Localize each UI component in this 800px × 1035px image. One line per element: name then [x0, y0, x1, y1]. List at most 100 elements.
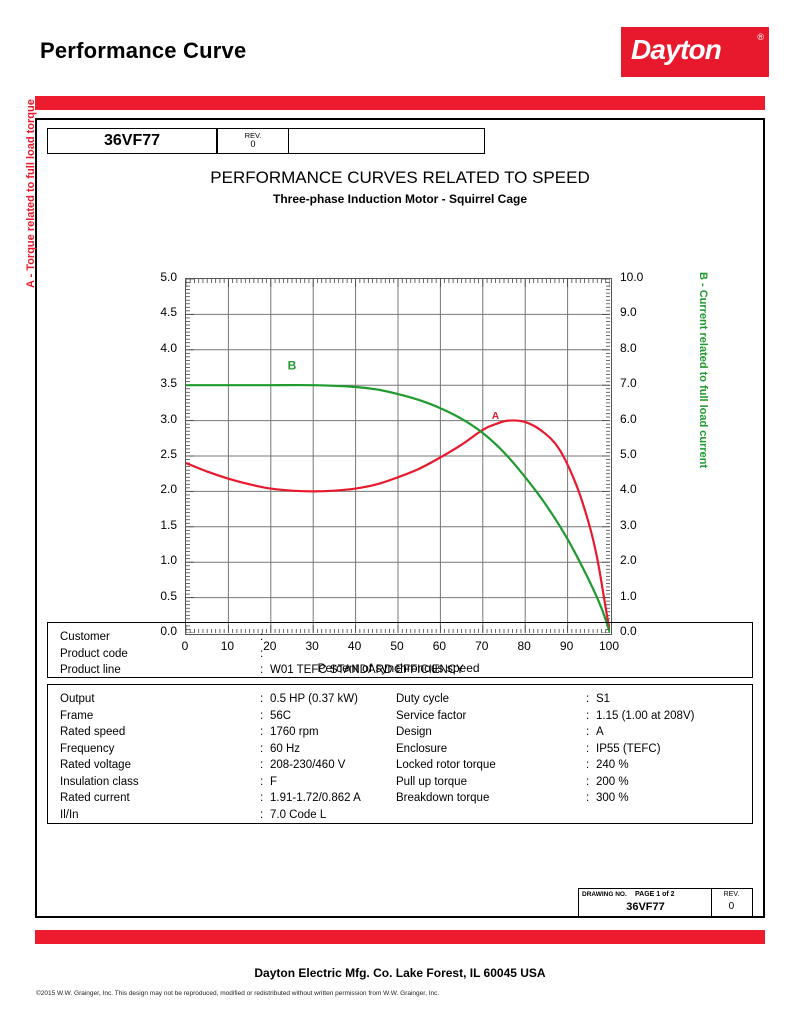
part-number-bar: 36VF77 REV. 0	[47, 128, 485, 154]
footer-copyright: ©2015 W.W. Grainger, Inc. This design ma…	[36, 990, 440, 997]
registered-trademark-icon: ®	[757, 32, 764, 42]
x-axis-tick: 70	[475, 639, 489, 653]
field-label: Product code	[60, 647, 128, 660]
field-separator: :	[260, 664, 264, 676]
field-label: Product line	[60, 664, 121, 676]
part-revision-value: 0	[250, 139, 256, 150]
left-axis-tick: 3.0	[160, 411, 177, 426]
field-value: S1	[596, 693, 611, 705]
field-value: F	[270, 775, 278, 788]
drawing-revision-value: 0	[728, 901, 735, 912]
left-axis-tick: 3.5	[160, 376, 177, 391]
left-axis-tick: 2.5	[160, 447, 177, 461]
field-value: 60 Hz	[270, 742, 301, 755]
x-axis-tick: 90	[559, 639, 574, 653]
field-label: Locked rotor torque	[396, 759, 496, 771]
right-axis-tick: 7.0	[620, 376, 637, 391]
performance-chart: PERFORMANCE CURVES RELATED TO SPEED Thre…	[25, 99, 763, 675]
x-axis-tick: 30	[305, 639, 319, 653]
field-separator: :	[260, 631, 264, 643]
dayton-logo-text: Dayton	[631, 34, 722, 65]
right-axis-title: B - Current related to full load current	[697, 272, 709, 469]
field-label: Frequency	[60, 742, 115, 755]
plot-svg: BA	[186, 279, 610, 633]
right-axis-tick: 1.0	[620, 588, 637, 603]
x-axis-tick: 0	[181, 639, 189, 653]
document-frame: 36VF77 REV. 0 PERFORMANCE CURVES RELATED…	[25, 99, 765, 918]
page-title: Performance Curve	[40, 38, 247, 63]
field-separator: :	[586, 742, 590, 755]
field-separator: :	[260, 808, 264, 821]
drawing-revision-cell: REV. 0	[712, 889, 752, 917]
right-axis-tick: 5.0	[620, 447, 637, 461]
field-label: Frame	[60, 709, 94, 722]
field-label: Breakdown torque	[396, 792, 490, 804]
field-separator: :	[260, 726, 264, 738]
dayton-logo: Dayton ®	[621, 27, 769, 77]
field-label: Customer	[60, 631, 110, 643]
x-axis-tick: 50	[390, 639, 404, 653]
field-separator: :	[260, 709, 264, 722]
field-separator: :	[260, 693, 264, 705]
field-separator: :	[260, 759, 264, 771]
field-label: Rated voltage	[60, 759, 131, 771]
left-axis-tick: 1.0	[160, 553, 177, 568]
drawing-no-label: DRAWING NO.	[582, 891, 627, 898]
left-axis-tick: 0.0	[160, 624, 177, 638]
field-label: Service factor	[396, 709, 467, 722]
left-axis-tick: 5.0	[160, 270, 177, 284]
part-revision-label: REV.	[244, 131, 262, 141]
field-value: 240 %	[596, 759, 629, 771]
part-number-blank-cell	[289, 128, 485, 154]
page-header: Performance Curve Dayton ®	[0, 0, 800, 92]
right-axis-tick: 2.0	[620, 553, 637, 568]
field-separator: :	[260, 647, 264, 660]
left-axis-tick: 4.5	[160, 305, 177, 320]
x-axis-tick: 10	[220, 639, 235, 653]
x-axis-tick: 80	[517, 639, 531, 653]
field-value: 300 %	[596, 792, 629, 804]
x-axis-tick: 100	[598, 639, 620, 653]
field-value: 56C	[270, 709, 292, 722]
field-value: IP55 (TEFC)	[596, 742, 661, 755]
part-number-cell: 36VF77	[47, 128, 217, 154]
drawing-revision-label: REV.	[723, 891, 740, 898]
right-axis-tick: 8.0	[620, 340, 637, 355]
field-value: 7.0 Code L	[270, 808, 327, 821]
field-label: Il/In	[60, 808, 79, 821]
field-value: 1.15 (1.00 at 208V)	[596, 709, 695, 722]
right-axis-tick: 3.0	[620, 517, 637, 532]
drawing-number-block: DRAWING NO. PAGE 1 of 2 36VF77 REV. 0	[578, 888, 753, 918]
right-axis-tick: 9.0	[620, 305, 637, 320]
page-label: PAGE 1 of 2	[635, 891, 675, 898]
footer-company: Dayton Electric Mfg. Co. Lake Forest, IL…	[254, 966, 546, 980]
customer-info-box: Customer: Product code: Product line: W01 T…	[47, 622, 753, 678]
series-label-b: B	[288, 358, 297, 372]
drawing-number-main: DRAWING NO. PAGE 1 of 2 36VF77	[579, 889, 713, 917]
x-axis-tick: 40	[347, 639, 362, 653]
field-label: Rated speed	[60, 726, 126, 738]
chart-subtitle: Three-phase Induction Motor - Squirrel C…	[272, 192, 528, 206]
field-label: Rated current	[60, 792, 130, 804]
field-value: 1760 rpm	[270, 726, 319, 738]
field-separator: :	[586, 693, 590, 705]
x-axis-label: Percent of synchronous speed	[317, 661, 480, 675]
x-axis-tick: 60	[432, 639, 447, 653]
left-axis-tick: 2.0	[160, 482, 177, 497]
x-axis-tick: 20	[263, 639, 277, 653]
field-value: 208-230/460 V	[270, 759, 346, 771]
chart-title: PERFORMANCE CURVES RELATED TO SPEED	[210, 168, 590, 187]
field-separator: :	[260, 775, 264, 788]
field-separator: :	[586, 726, 590, 738]
drawing-no-value: 36VF77	[626, 901, 665, 913]
field-separator: :	[586, 792, 590, 804]
left-axis-title: A - Torque related to full load torque	[25, 99, 37, 288]
field-value: W01 TEFC STANDARD EFFICIENCY	[270, 664, 464, 676]
specifications-box: Output:0.5 HP (0.37 kW) Frame:56C Rated sp…	[47, 684, 753, 824]
left-axis-tick: 0.5	[160, 588, 177, 603]
field-separator: :	[586, 775, 590, 788]
right-axis-tick: 6.0	[620, 411, 637, 426]
left-axis-tick: 4.0	[160, 340, 177, 355]
field-value: A	[596, 726, 604, 738]
